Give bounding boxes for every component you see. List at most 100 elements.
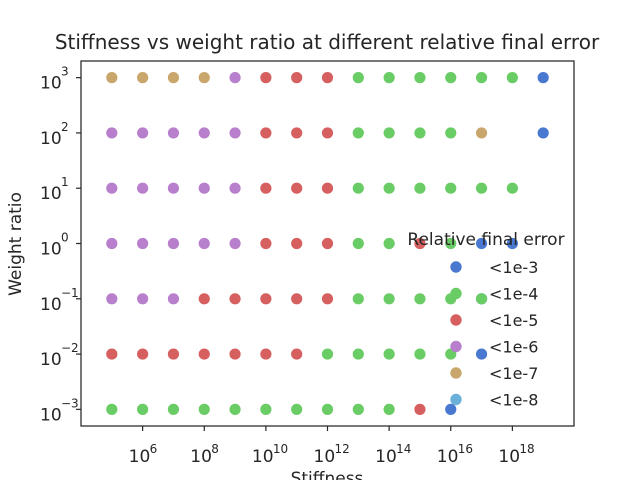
data-point (321, 237, 334, 250)
data-point (167, 293, 180, 305)
x-axis-label: Stiffness (291, 469, 364, 480)
data-point (506, 237, 518, 250)
data-point (475, 293, 488, 305)
data-point (291, 182, 303, 194)
data-point (137, 293, 149, 305)
x-tick-exponent: 10 (273, 442, 288, 456)
data-point (106, 127, 118, 139)
data-point (229, 293, 241, 305)
x-tick-label: 10 (498, 447, 520, 467)
y-tick-label: 10 (40, 129, 62, 149)
data-point (506, 182, 518, 194)
data-point (321, 182, 334, 194)
data-point (383, 127, 395, 139)
data-point (414, 182, 426, 194)
data-point (352, 293, 364, 305)
y-axis-label: Weight ratio (6, 192, 26, 296)
data-point (475, 237, 488, 250)
y-tick-exponent: 1 (61, 175, 69, 189)
data-point (414, 348, 426, 360)
data-point (321, 403, 334, 415)
data-point (475, 348, 488, 360)
x-tick-exponent: 14 (396, 442, 411, 456)
legend-label: <1e-3 (489, 258, 538, 277)
legend-label: <1e-4 (489, 285, 538, 304)
data-point (198, 72, 210, 84)
data-point (167, 237, 180, 250)
data-point (414, 72, 426, 84)
legend-label: <1e-6 (489, 338, 538, 357)
data-point (414, 293, 426, 305)
data-point (414, 403, 426, 415)
x-tick-label: 10 (129, 447, 151, 467)
data-point (414, 237, 426, 250)
data-point (167, 127, 180, 139)
y-tick-exponent: −2 (61, 341, 79, 355)
data-point (352, 182, 364, 194)
data-point (291, 127, 303, 139)
legend-label: <1e-8 (489, 391, 538, 410)
data-point (352, 72, 364, 84)
x-tick-exponent: 18 (519, 442, 534, 456)
y-tick-label: 10 (40, 184, 62, 204)
data-point (167, 72, 180, 84)
y-tick-exponent: −1 (61, 286, 79, 300)
data-point (291, 403, 303, 415)
data-point (414, 127, 426, 139)
x-tick-label: 10 (190, 447, 212, 467)
data-point (198, 403, 210, 415)
data-point (167, 182, 180, 194)
data-point (229, 182, 241, 194)
x-tick-exponent: 6 (150, 442, 158, 456)
data-point (106, 182, 118, 194)
data-point (506, 72, 518, 84)
data-point (445, 403, 457, 415)
data-point (260, 403, 272, 415)
x-axis-ticks: 10 6 10 8 10 10 10 12 10 14 10 16 10 18 (129, 426, 535, 467)
data-point (137, 237, 149, 250)
legend-label: <1e-5 (489, 311, 538, 330)
data-point (537, 127, 549, 139)
y-tick-exponent: 3 (61, 65, 69, 79)
data-point (260, 293, 272, 305)
data-point (198, 293, 210, 305)
data-point (198, 182, 210, 194)
x-tick-exponent: 8 (211, 442, 219, 456)
legend-label: <1e-7 (489, 364, 538, 383)
legend-marker (450, 261, 462, 273)
legend-marker (450, 367, 462, 379)
data-point (383, 72, 395, 84)
data-point (260, 182, 272, 194)
data-point (137, 348, 149, 360)
data-point (229, 348, 241, 360)
data-point (106, 72, 118, 84)
legend-title: Relative final error (407, 230, 564, 250)
data-point (198, 348, 210, 360)
data-point (291, 293, 303, 305)
data-point (352, 403, 364, 415)
data-point (106, 237, 118, 250)
data-point (383, 237, 395, 250)
y-tick-label: 10 (40, 405, 62, 425)
data-point (352, 127, 364, 139)
x-tick-label: 10 (314, 447, 336, 467)
data-point (475, 72, 488, 84)
data-point (321, 72, 334, 84)
data-point (167, 348, 180, 360)
data-point (137, 72, 149, 84)
data-point (291, 237, 303, 250)
data-point (475, 182, 488, 194)
data-point (106, 293, 118, 305)
x-tick-label: 10 (437, 447, 459, 467)
data-point (321, 127, 334, 139)
data-point (137, 403, 149, 415)
data-point (445, 237, 457, 250)
y-tick-exponent: 2 (61, 120, 69, 134)
data-point (229, 127, 241, 139)
data-point (260, 237, 272, 250)
data-point (229, 72, 241, 84)
data-point (229, 237, 241, 250)
legend: Relative final error <1e-3 <1e-4 <1e-5 <1e-… (407, 230, 564, 410)
